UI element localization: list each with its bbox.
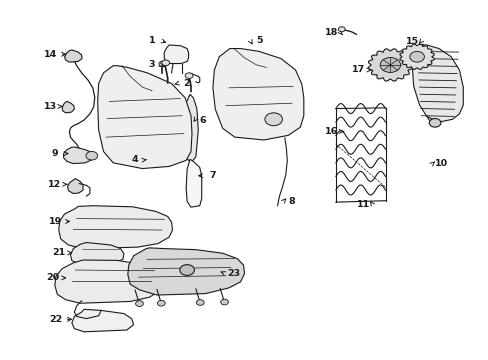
Text: 7: 7 [209,171,216,180]
Text: 18: 18 [325,28,338,37]
Polygon shape [62,102,74,113]
Text: 10: 10 [434,159,447,168]
Text: 22: 22 [49,315,62,324]
Polygon shape [64,50,82,62]
Text: 16: 16 [325,127,338,136]
Polygon shape [399,44,433,69]
Polygon shape [212,49,303,140]
Polygon shape [67,179,83,194]
Circle shape [196,300,203,305]
Circle shape [159,61,166,67]
Polygon shape [164,45,188,64]
Polygon shape [72,309,133,332]
Circle shape [185,73,193,78]
Text: 6: 6 [200,116,206,125]
Text: 4: 4 [132,156,138,165]
Text: 20: 20 [46,273,59,282]
Circle shape [264,113,282,126]
Text: 3: 3 [148,60,155,69]
Polygon shape [55,260,162,303]
Circle shape [409,51,424,62]
Polygon shape [181,94,198,163]
Circle shape [338,27,345,32]
Circle shape [86,152,98,160]
Polygon shape [63,147,93,163]
Polygon shape [367,49,411,81]
Polygon shape [98,66,192,168]
Text: 8: 8 [288,197,295,206]
Polygon shape [59,206,172,249]
Circle shape [428,118,440,127]
Circle shape [162,60,169,66]
Text: 15: 15 [405,37,418,46]
Text: 11: 11 [356,200,369,209]
Circle shape [380,58,400,72]
Polygon shape [186,159,201,207]
Text: 19: 19 [49,217,62,226]
Text: 9: 9 [51,149,58,158]
Circle shape [157,300,165,306]
Text: 5: 5 [255,36,262,45]
Text: 1: 1 [148,36,155,45]
Circle shape [135,301,143,306]
Text: 13: 13 [44,102,58,111]
Text: 21: 21 [52,248,65,257]
Circle shape [180,265,194,275]
Text: 14: 14 [44,50,58,59]
Text: 12: 12 [48,180,61,189]
Circle shape [220,299,228,305]
Polygon shape [70,243,123,264]
Text: 2: 2 [183,79,189,88]
Polygon shape [411,44,462,122]
Text: 23: 23 [227,269,240,278]
Text: 17: 17 [351,66,365,75]
Polygon shape [127,248,244,295]
